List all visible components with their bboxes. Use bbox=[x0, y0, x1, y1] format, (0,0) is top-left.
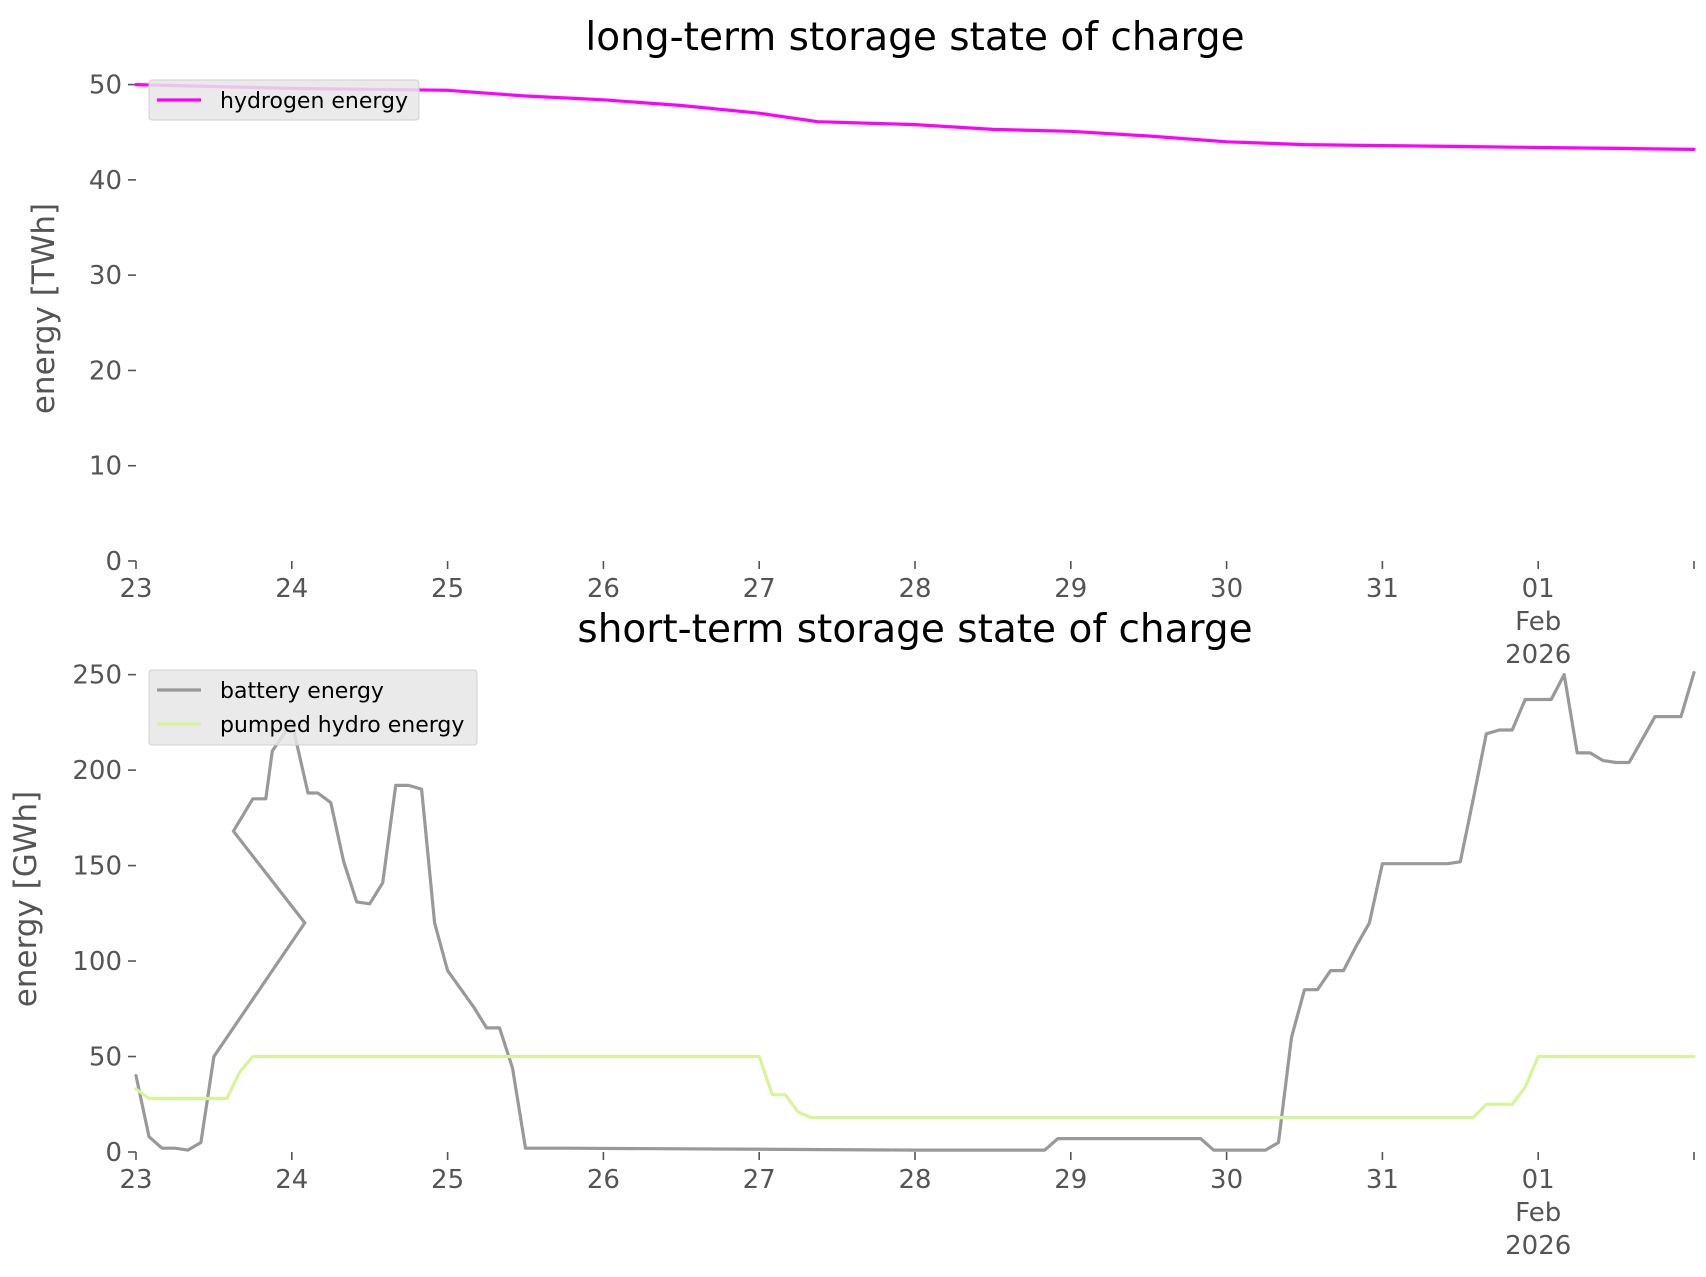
y-tick-label: 0 bbox=[105, 547, 122, 577]
x-tick-label: 27 bbox=[743, 1165, 776, 1195]
legend: hydrogen energy bbox=[148, 79, 420, 121]
y-tick-label: 30 bbox=[89, 261, 122, 291]
x-tick-label: 31 bbox=[1366, 1165, 1399, 1195]
y-tick-label: 200 bbox=[72, 756, 122, 786]
y-tick-label: 100 bbox=[72, 947, 122, 977]
x-tick-label: 28 bbox=[898, 574, 931, 604]
y-tick-label: 50 bbox=[89, 1043, 122, 1073]
x-tick-label: 23 bbox=[119, 574, 152, 604]
x-tick-label: 30 bbox=[1210, 574, 1243, 604]
y-tick-label: 20 bbox=[89, 356, 122, 386]
x-tick-label: 30 bbox=[1210, 1165, 1243, 1195]
y-tick-label: 40 bbox=[89, 166, 122, 196]
chart-title: short-term storage state of charge bbox=[577, 607, 1252, 652]
x-tick-label: 26 bbox=[587, 574, 620, 604]
x-tick-label: 28 bbox=[898, 1165, 931, 1195]
legend-box bbox=[148, 79, 420, 121]
x-tick-label: 31 bbox=[1366, 574, 1399, 604]
legend-box bbox=[148, 669, 478, 746]
y-axis-label: energy [TWh] bbox=[26, 203, 62, 414]
y-tick-label: 10 bbox=[89, 452, 122, 482]
x-tick-label: 01 bbox=[1522, 1165, 1555, 1195]
x-tick-label: 29 bbox=[1054, 1165, 1087, 1195]
x-tick-label: 24 bbox=[275, 574, 308, 604]
x-tick-label: 26 bbox=[587, 1165, 620, 1195]
x-tick-label: 27 bbox=[743, 574, 776, 604]
y-axis-label: energy [GWh] bbox=[8, 791, 44, 1007]
x-tick-label: 24 bbox=[275, 1165, 308, 1195]
y-tick-label: 150 bbox=[72, 852, 122, 882]
x-tick-sublabel: 2026 bbox=[1505, 1231, 1571, 1261]
legend-label: battery energy bbox=[220, 679, 384, 704]
x-tick-sublabel: Feb bbox=[1515, 607, 1561, 637]
series-line-1 bbox=[134, 82, 1696, 151]
x-tick-label: 29 bbox=[1054, 574, 1087, 604]
y-tick-label: 0 bbox=[105, 1138, 122, 1168]
y-tick-label: 250 bbox=[72, 661, 122, 691]
chart-2: short-term storage state of charge energy… bbox=[8, 607, 1696, 1261]
legend-label: hydrogen energy bbox=[220, 89, 408, 114]
legend: battery energy pumped hydro energy bbox=[148, 669, 478, 746]
y-tick-label: 50 bbox=[89, 71, 122, 101]
x-tick-sublabel: 2026 bbox=[1505, 640, 1571, 670]
x-tick-label: 25 bbox=[431, 574, 464, 604]
x-tick-label: 01 bbox=[1522, 574, 1555, 604]
legend-label: pumped hydro energy bbox=[220, 713, 464, 738]
x-tick-label: 25 bbox=[431, 1165, 464, 1195]
series-line-2 bbox=[134, 1054, 1696, 1120]
x-tick-sublabel: Feb bbox=[1515, 1198, 1561, 1228]
x-tick-label: 23 bbox=[119, 1165, 152, 1195]
chart-1: long-term storage state of charge energy … bbox=[26, 15, 1696, 670]
chart-title: long-term storage state of charge bbox=[585, 15, 1244, 60]
